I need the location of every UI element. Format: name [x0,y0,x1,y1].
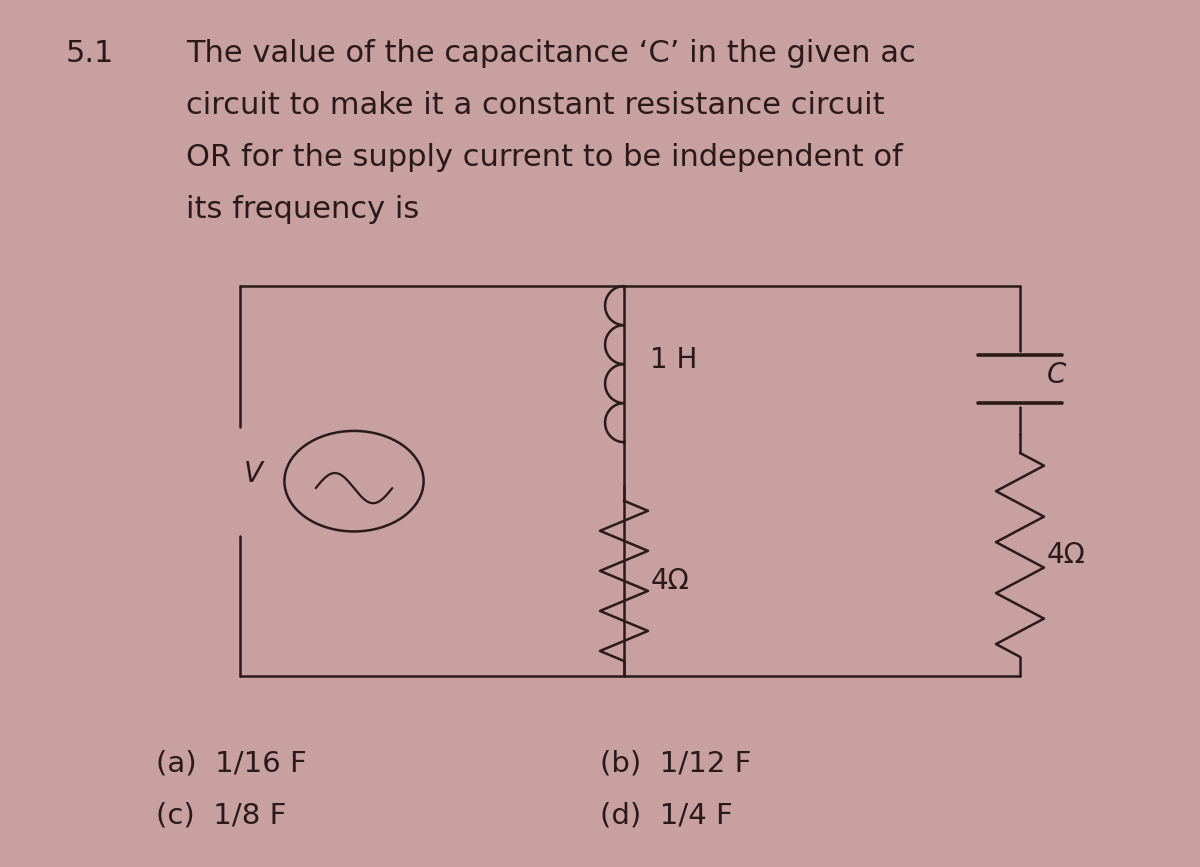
Text: C: C [1046,361,1066,389]
Text: OR for the supply current to be independent of: OR for the supply current to be independ… [186,143,902,172]
Text: 1 H: 1 H [650,346,697,374]
Text: 4Ω: 4Ω [1046,541,1085,569]
Text: (c)  1/8 F: (c) 1/8 F [156,802,287,830]
Text: (a)  1/16 F: (a) 1/16 F [156,750,307,778]
Text: (d)  1/4 F: (d) 1/4 F [600,802,733,830]
Text: The value of the capacitance ‘C’ in the given ac: The value of the capacitance ‘C’ in the … [186,39,916,68]
Text: its frequency is: its frequency is [186,195,419,224]
Text: V: V [244,460,263,488]
Text: (b)  1/12 F: (b) 1/12 F [600,750,751,778]
Text: circuit to make it a constant resistance circuit: circuit to make it a constant resistance… [186,91,884,120]
Text: 4Ω: 4Ω [650,567,689,595]
Text: 5.1: 5.1 [66,39,114,68]
